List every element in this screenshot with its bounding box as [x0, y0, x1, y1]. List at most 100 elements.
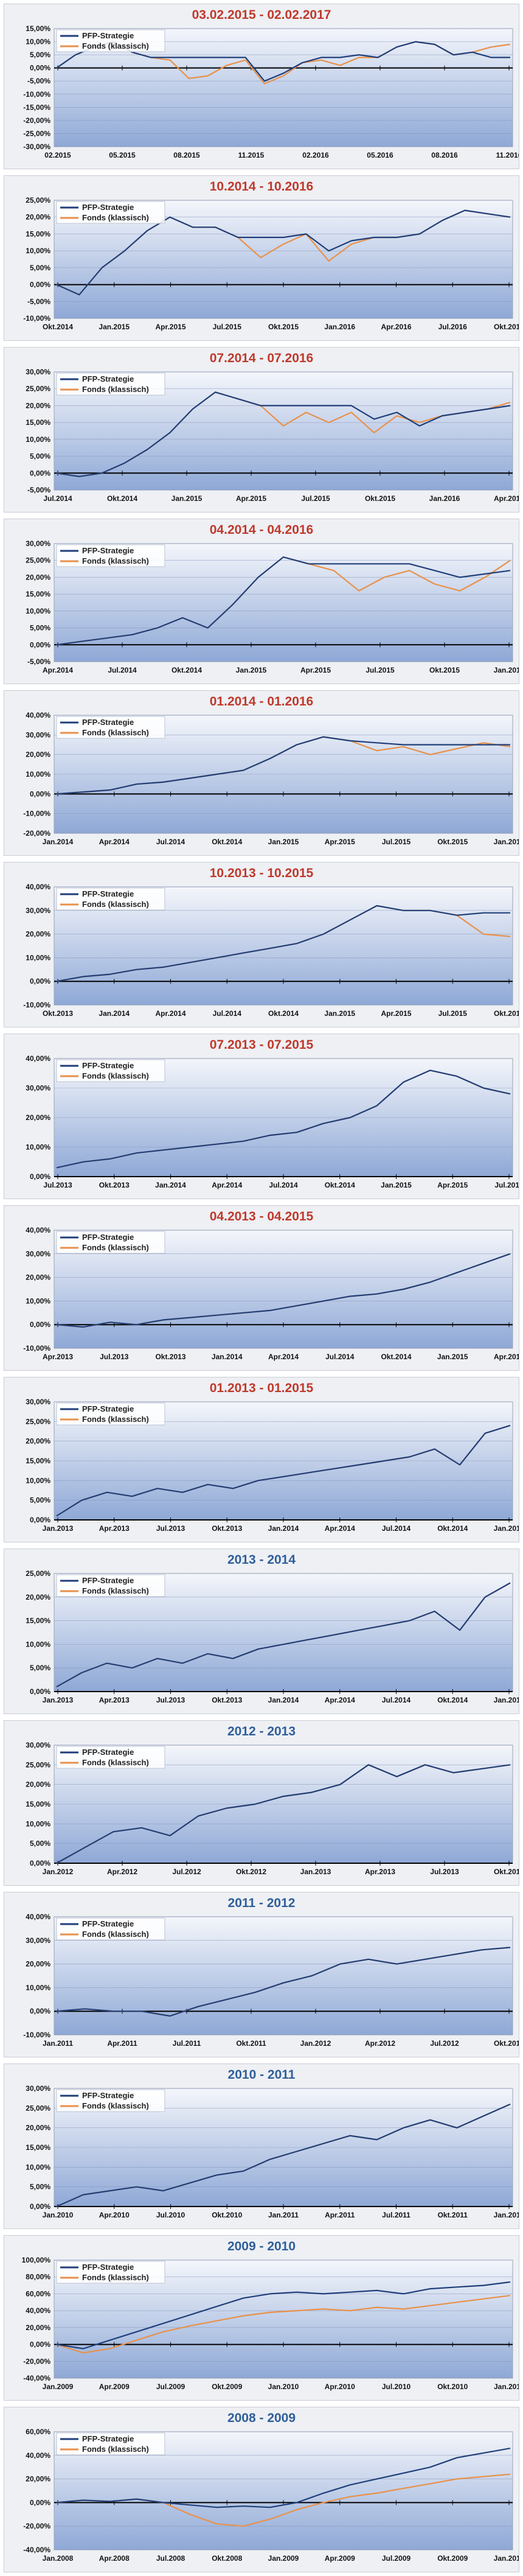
y-tick-label: 10,00%	[26, 1297, 50, 1305]
x-tick-label: Okt.2011	[236, 2039, 266, 2048]
x-tick-label: Jul.2010	[156, 2211, 185, 2219]
chart-canvas: 100,00% 80,00% 60,00% 40,00% 20,00% 0,00% -20,…	[22, 2256, 519, 2391]
y-tick-label: 0,00%	[30, 281, 50, 289]
x-tick-label: Jan.2011	[494, 2382, 519, 2391]
x-tick-label: Jan.2014	[268, 1524, 299, 1533]
x-tick-label: Jul.2014	[43, 494, 72, 503]
y-tick-label: 60,00%	[26, 2289, 50, 2298]
y-tick-label: 20,00%	[26, 213, 50, 222]
x-tick-label: Apr.2012	[365, 2039, 395, 2048]
chart-canvas: 25,00%20,00%15,00%10,00%5,00%0,00%Jan.20…	[26, 1569, 519, 1704]
series-line-pfp-strategie	[56, 556, 511, 646]
chart-panel: 10.2014 - 10.2016 25,00% 20,00% 15,00% 10,00…	[4, 175, 519, 341]
legend-label-strategy: PFP-Strategie	[82, 2434, 134, 2443]
y-tick-label: 0,00%	[30, 2498, 50, 2507]
y-tick-label: 0,00%	[30, 1687, 50, 1696]
y-tick-label: 20,00%	[26, 930, 50, 939]
chart-panel: 04.2013 - 04.2015 40,00% 30,00% 20,00% 10,00…	[4, 1205, 519, 1371]
chart-panel: 10.2013 - 10.2015 40,00% 30,00% 20,00% 10,00…	[4, 862, 519, 1027]
y-tick-label: 20,00%	[26, 2475, 50, 2483]
series-line-pfp-strategie	[56, 2448, 511, 2508]
legend-label-fund: Fonds (klassisch)	[82, 2445, 149, 2454]
chart-canvas: 25,00% 20,00% 15,00% 10,00% 5,00% 0,00% -5,00%…	[23, 196, 519, 331]
y-tick-label: 30,00%	[26, 1084, 50, 1093]
x-tick-label: Apr.2015	[325, 838, 355, 846]
y-tick-label: 20,00%	[26, 1113, 50, 1122]
x-tick-label: 02.2016	[302, 151, 329, 159]
y-tick-label: -10,00%	[23, 810, 50, 818]
y-tick-label: -5,00%	[27, 77, 50, 85]
chart-title: 07.2014 - 07.2016	[209, 351, 314, 365]
series-line-pfp-strategie	[56, 1424, 511, 1517]
y-tick-label: -5,00%	[27, 657, 50, 666]
series-line-pfp-strategie	[56, 736, 510, 795]
chart-canvas: 40,00%30,00%20,00%10,00%0,00%-10,00%Apr.…	[23, 1226, 519, 1361]
legend-label-strategy: PFP-Strategie	[82, 374, 134, 383]
x-tick-label: Okt.2013	[155, 1353, 185, 1361]
x-tick-label: Okt.2014	[212, 838, 242, 846]
y-tick-label: 5,00%	[30, 1664, 50, 1672]
x-tick-label: Apr.2015	[494, 1353, 519, 1361]
y-tick-label: 20,00%	[26, 751, 50, 759]
legend-box	[56, 1917, 165, 1941]
x-tick-label: Jan.2015	[268, 838, 299, 846]
legend-label-fund: Fonds (klassisch)	[82, 900, 149, 909]
x-tick-label: Okt.2013	[212, 1524, 242, 1533]
y-tick-label: 30,00%	[26, 539, 50, 548]
y-tick-label: -30,00%	[23, 142, 50, 151]
x-tick-label: Jul.2011	[173, 2039, 201, 2048]
y-tick-label: 40,00%	[26, 2451, 50, 2460]
chart-title: 2011 - 2012	[227, 1896, 296, 1910]
y-tick-label: 20,00%	[26, 1437, 50, 1446]
y-tick-label: 40,00%	[26, 883, 50, 891]
chart-canvas: 30,00% 25,00% 20,00% 15,00% 10,00% 5,00% 0,00%…	[26, 368, 519, 503]
y-tick-label: -10,00%	[23, 2031, 50, 2039]
x-tick-label: Jan.2010	[494, 2554, 519, 2563]
x-tick-label: Jul.2009	[382, 2554, 411, 2563]
legend-label-strategy: PFP-Strategie	[82, 2263, 134, 2272]
legend-label-strategy: PFP-Strategie	[82, 889, 134, 898]
x-tick-label: Jul.2015	[365, 666, 395, 674]
x-tick-label: Jan.2013	[43, 1524, 74, 1533]
y-tick-label: 0,00%	[30, 1516, 50, 1524]
x-tick-label: Apr.2014	[325, 1696, 355, 1704]
x-tick-label: Jul.2012	[430, 2039, 459, 2048]
chart-panel: 2011 - 2012 40,00% 30,00% 20,00% 10,00% 0,00%…	[4, 1892, 519, 2057]
chart-title: 10.2014 - 10.2016	[209, 180, 314, 194]
x-tick-label: Jul.2009	[156, 2382, 185, 2391]
y-tick-label: -10,00%	[23, 1001, 50, 1009]
x-tick-label: Jan.2011	[268, 2211, 299, 2219]
x-tick-label: Jul.2013	[156, 1696, 185, 1704]
y-tick-label: 20,00%	[26, 1960, 50, 1969]
y-tick-label: 40,00%	[26, 1913, 50, 1921]
x-tick-label: Jan.2012	[300, 2039, 331, 2048]
y-tick-label: 10,00%	[26, 247, 50, 255]
y-tick-label: 40,00%	[26, 711, 50, 719]
x-tick-label: 11.2015	[238, 151, 265, 159]
x-tick-label: Jan.2009	[268, 2554, 299, 2563]
legend-box	[56, 1059, 165, 1082]
x-tick-label: Okt.2015	[268, 323, 299, 331]
y-tick-label: -20,00%	[23, 829, 50, 838]
x-tick-label: Jan.2015	[381, 1181, 412, 1189]
x-tick-label: Jul.2015	[213, 323, 242, 331]
y-tick-label: 25,00%	[26, 1569, 50, 1578]
chart-panel: 2013 - 2014 25,00% 20,00% 15,00% 10,00% 5,00%…	[4, 1549, 519, 1714]
y-tick-label: 15,00%	[26, 1800, 50, 1808]
y-tick-label: 15,00%	[26, 229, 50, 238]
x-tick-label: Okt.2015	[429, 666, 460, 674]
legend-box	[56, 2432, 165, 2455]
chart-canvas: 30,00% 25,00% 20,00% 15,00% 10,00% 5,00% 0,00%…	[26, 2084, 519, 2219]
chart-canvas: 40,00%30,00%20,00%10,00%0,00%-10,00%Jan.…	[23, 1913, 519, 2048]
legend-label-fund: Fonds (klassisch)	[82, 2273, 149, 2282]
x-tick-label: Okt.2011	[438, 2211, 468, 2219]
chart-title: 2010 - 2011	[227, 2068, 296, 2082]
x-tick-label: Apr.2010	[99, 2211, 130, 2219]
y-tick-label: 30,00%	[26, 2084, 50, 2093]
x-tick-label: Jan.2016	[494, 838, 519, 846]
y-tick-label: -5,00%	[27, 297, 50, 306]
